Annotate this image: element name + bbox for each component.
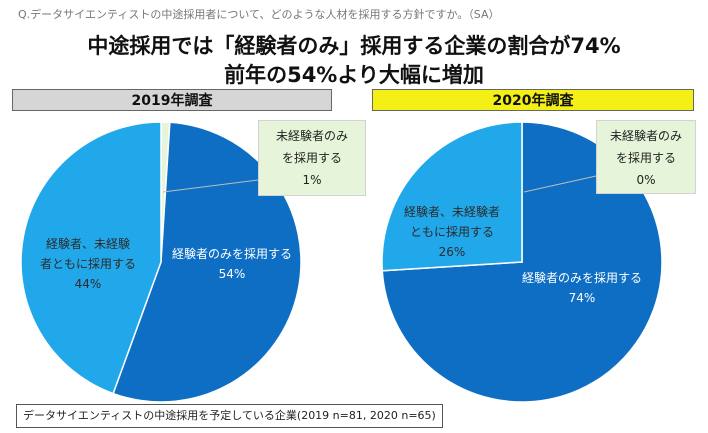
callout-value: 1%: [302, 173, 322, 187]
pie-slice-both-2019: [20, 121, 162, 395]
leader-line-2020: [523, 175, 597, 193]
slice-label-both-2020: 経験者、未経験者: [404, 204, 500, 219]
slice-label-both-2019: 者ともに採用する: [40, 257, 136, 271]
headline-line-2: 前年の54%より大幅に増加: [224, 63, 484, 87]
footnote-sample-size: データサイエンティストの中途採用を予定している企業(2019 n=81, 202…: [16, 404, 443, 428]
callout-line-2: を採用する: [615, 151, 676, 165]
callout-line-1: 未経験者のみ: [609, 129, 682, 143]
slice-label-both-2019: 44%: [75, 277, 102, 291]
slice-label-experienced-only-2020: 経験者のみを採用する: [522, 270, 642, 285]
callout-inexperienced-only-2019: 未経験者のみ を採用する 1%: [258, 120, 366, 196]
callout-line-1: 未経験者のみ: [275, 129, 348, 143]
slice-label-both-2019: 経験者、未経験: [46, 236, 130, 251]
callout-value: 0%: [636, 173, 656, 187]
survey-question: Q.データサイエンティストの中途採用者について、どのような人材を採用する方針です…: [18, 8, 500, 21]
slice-label-experienced-only-2020: 74%: [569, 291, 596, 305]
pie-slice-both-2020: [381, 121, 523, 272]
callout-line-2: を採用する: [281, 151, 342, 165]
callout-inexperienced-only-2020: 未経験者のみ を採用する 0%: [596, 120, 696, 194]
leader-line-2019: [162, 179, 259, 193]
pie-slice-experienced-only-2019: [112, 121, 302, 403]
slice-label-experienced-only-2019: 54%: [219, 267, 246, 281]
slice-label-both-2020: 26%: [439, 245, 466, 259]
slice-label-experienced-only-2019: 経験者のみを採用する: [172, 246, 292, 261]
year-header-2020: 2020年調査: [372, 89, 694, 111]
slice-label-both-2020: ともに採用する: [410, 225, 494, 239]
year-header-2019: 2019年調査: [12, 89, 332, 111]
headline-line-1: 中途採用では「経験者のみ」採用する企業の割合が74%: [87, 34, 621, 58]
